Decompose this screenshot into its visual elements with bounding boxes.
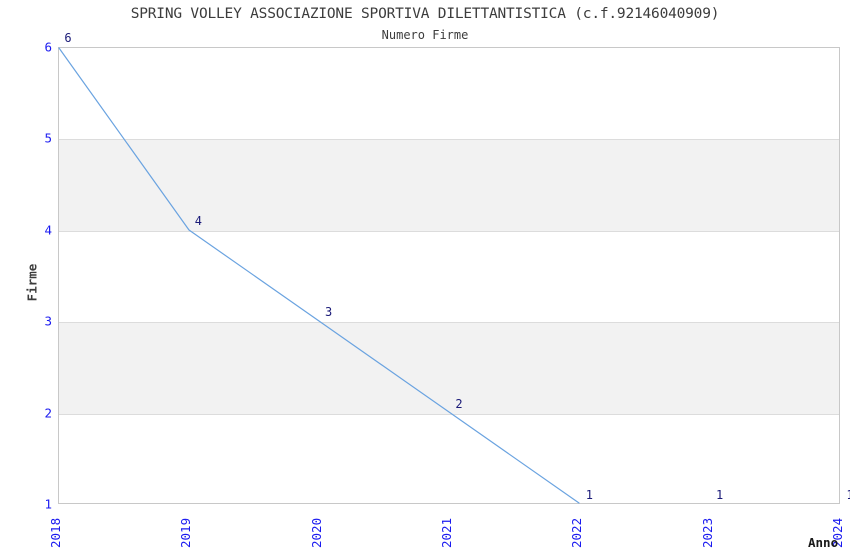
series-polyline (58, 47, 580, 504)
plot-area (58, 47, 840, 504)
chart-title: SPRING VOLLEY ASSOCIAZIONE SPORTIVA DILE… (130, 6, 720, 22)
gridline (59, 139, 839, 141)
y-tick-label: 6 (44, 39, 52, 55)
x-tick-label: 2019 (178, 517, 194, 548)
data-point-label: 1 (846, 488, 850, 502)
x-tick-label: 2022 (569, 517, 585, 548)
gridline (59, 230, 839, 232)
y-tick-label: 5 (44, 130, 52, 146)
y-tick-label: 3 (44, 313, 52, 329)
series-line (58, 47, 580, 504)
y-tick-label: 4 (44, 222, 52, 238)
x-axis-ticks: 2018 2019 2020 2021 2022 2023 2024 (48, 508, 845, 550)
y-axis-ticks: 6 5 4 3 2 1 (0, 40, 52, 512)
x-tick-label: 2018 (48, 517, 63, 548)
x-axis-title: Anno (808, 535, 839, 550)
gridline (59, 322, 839, 324)
gridline (59, 413, 839, 415)
y-axis-title: Firme (24, 263, 40, 302)
x-tick-label: 2020 (308, 517, 324, 548)
plot-band (59, 139, 839, 231)
x-tick-label: 2023 (699, 517, 715, 548)
chart-subtitle: Numero Firme (381, 28, 469, 42)
x-tick-label: 2021 (439, 517, 454, 548)
y-tick-label: 1 (44, 496, 52, 512)
plot-band (59, 322, 839, 414)
y-tick-label: 2 (44, 405, 52, 421)
